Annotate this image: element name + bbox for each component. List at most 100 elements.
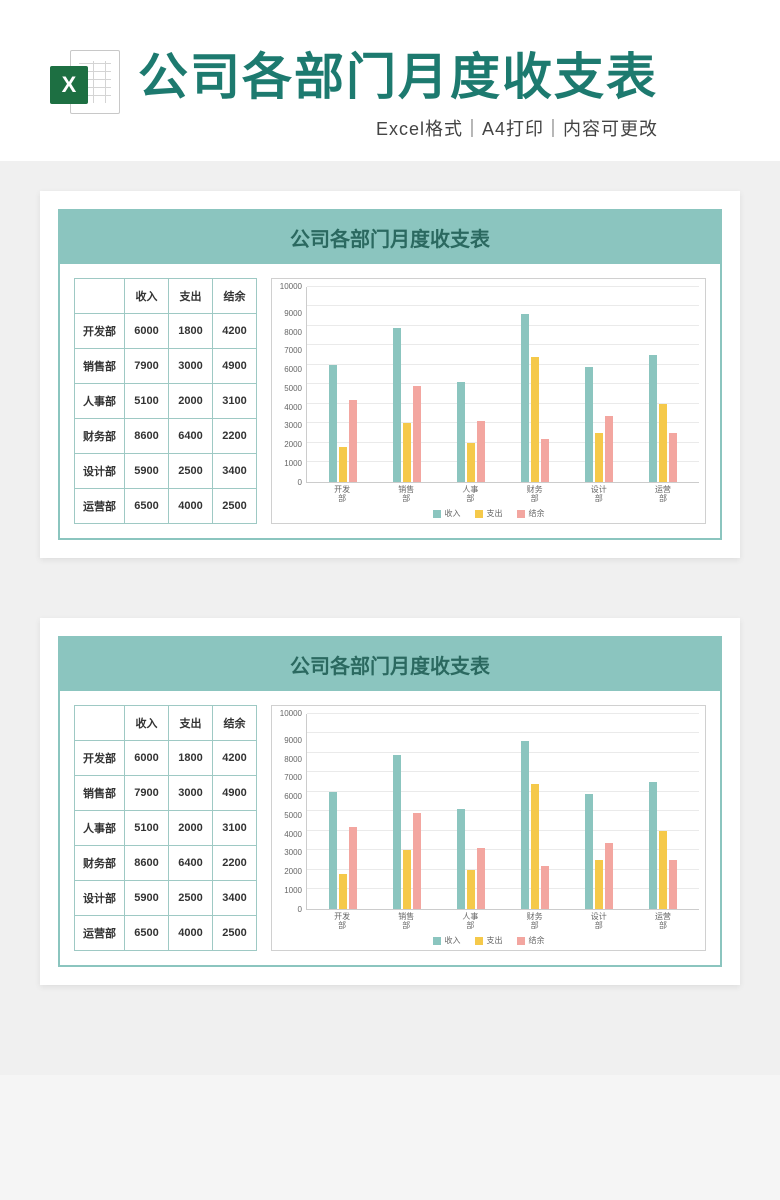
table-cell: 2500 (169, 454, 213, 489)
data-table: 收入支出结余开发部600018004200销售部790030004900人事部5… (74, 278, 257, 524)
bar (467, 443, 475, 482)
bar (457, 382, 465, 481)
table-cell: 2500 (213, 489, 257, 524)
x-axis-label: 开发部 (310, 912, 374, 931)
preview-area: 公司各部门月度收支表 收入支出结余开发部600018004200销售部79003… (0, 161, 780, 1075)
legend-label: 结余 (529, 935, 545, 946)
table-cell: 4900 (213, 349, 257, 384)
header-text: 公司各部门月度收支表 Excel格式｜A4打印｜内容可更改 (138, 50, 658, 141)
table-cell: 6500 (125, 489, 169, 524)
bar (595, 860, 603, 909)
bar-group (311, 287, 375, 482)
legend-label: 收入 (445, 508, 461, 519)
bar (457, 809, 465, 908)
table-cell: 运营部 (75, 916, 125, 951)
legend-swatch (475, 937, 483, 945)
bar (329, 792, 337, 909)
table-cell: 销售部 (75, 776, 125, 811)
bar (595, 433, 603, 482)
excel-badge-letter: X (50, 66, 88, 104)
table-cell: 设计部 (75, 881, 125, 916)
table-cell: 8600 (125, 846, 169, 881)
bar-chart: 0100020003000400050006000700080009000100… (271, 278, 706, 524)
table-cell: 财务部 (75, 419, 125, 454)
bar (329, 365, 337, 482)
x-axis-label: 销售部 (374, 912, 438, 931)
legend-swatch (517, 937, 525, 945)
chart-legend: 收入支出结余 (278, 935, 699, 946)
table-cell: 3000 (169, 776, 213, 811)
bar-chart: 0100020003000400050006000700080009000100… (271, 705, 706, 951)
table-row: 设计部590025003400 (75, 454, 257, 489)
chart-bars (307, 287, 699, 482)
table-row: 财务部860064002200 (75, 846, 257, 881)
bar (477, 421, 485, 481)
table-cell: 5100 (125, 811, 169, 846)
bar (413, 813, 421, 908)
table-cell: 4000 (169, 916, 213, 951)
bar (585, 794, 593, 909)
table-cell: 销售部 (75, 349, 125, 384)
bar-group (503, 287, 567, 482)
x-axis-label: 人事部 (438, 912, 502, 931)
table-cell: 2500 (169, 881, 213, 916)
table-cell: 2000 (169, 384, 213, 419)
table-cell: 2000 (169, 811, 213, 846)
bar (521, 314, 529, 482)
legend-item: 支出 (475, 508, 503, 519)
table-cell: 4000 (169, 489, 213, 524)
legend-label: 收入 (445, 935, 461, 946)
legend-item: 结余 (517, 935, 545, 946)
bar (467, 870, 475, 909)
sheet-preview: 公司各部门月度收支表 收入支出结余开发部600018004200销售部79003… (40, 618, 740, 985)
table-cell: 7900 (125, 776, 169, 811)
x-axis-label: 财务部 (503, 912, 567, 931)
x-axis-label: 财务部 (503, 485, 567, 504)
bar (669, 433, 677, 482)
table-row: 销售部790030004900 (75, 349, 257, 384)
chart-bars (307, 714, 699, 909)
table-row: 开发部600018004200 (75, 314, 257, 349)
x-axis-label: 人事部 (438, 485, 502, 504)
page-title: 公司各部门月度收支表 (138, 50, 658, 105)
table-header-cell (75, 279, 125, 314)
bar (339, 447, 347, 482)
table-row: 运营部650040002500 (75, 489, 257, 524)
bar-group (567, 287, 631, 482)
table-cell: 6500 (125, 916, 169, 951)
legend-swatch (433, 937, 441, 945)
legend-label: 结余 (529, 508, 545, 519)
table-cell: 5100 (125, 384, 169, 419)
bar-group (439, 714, 503, 909)
x-axis-label: 开发部 (310, 485, 374, 504)
table-row: 人事部510020003100 (75, 384, 257, 419)
chart-plot-area (306, 287, 699, 483)
table-cell: 4200 (213, 314, 257, 349)
data-table: 收入支出结余开发部600018004200销售部790030004900人事部5… (74, 705, 257, 951)
chart-y-axis: 0100020003000400050006000700080009000100… (278, 287, 306, 483)
table-cell: 开发部 (75, 741, 125, 776)
table-cell: 7900 (125, 349, 169, 384)
table-cell: 财务部 (75, 846, 125, 881)
legend-item: 收入 (433, 508, 461, 519)
chart-x-labels: 开发部销售部人事部财务部设计部运营部 (306, 483, 699, 504)
table-cell: 3100 (213, 384, 257, 419)
page-subtitle: Excel格式｜A4打印｜内容可更改 (138, 115, 658, 141)
bar-group (375, 287, 439, 482)
bar-group (631, 714, 695, 909)
chart-plot-area (306, 714, 699, 910)
table-cell: 5900 (125, 881, 169, 916)
bar (393, 755, 401, 909)
bar (541, 439, 549, 482)
bar (659, 404, 667, 482)
bar (669, 860, 677, 909)
x-axis-label: 运营部 (631, 912, 695, 931)
table-cell: 4200 (213, 741, 257, 776)
bar (349, 400, 357, 482)
table-cell: 人事部 (75, 384, 125, 419)
chart-x-labels: 开发部销售部人事部财务部设计部运营部 (306, 910, 699, 931)
bar (393, 328, 401, 482)
bar (521, 741, 529, 909)
table-header-cell: 结余 (213, 279, 257, 314)
table-cell: 6000 (125, 314, 169, 349)
